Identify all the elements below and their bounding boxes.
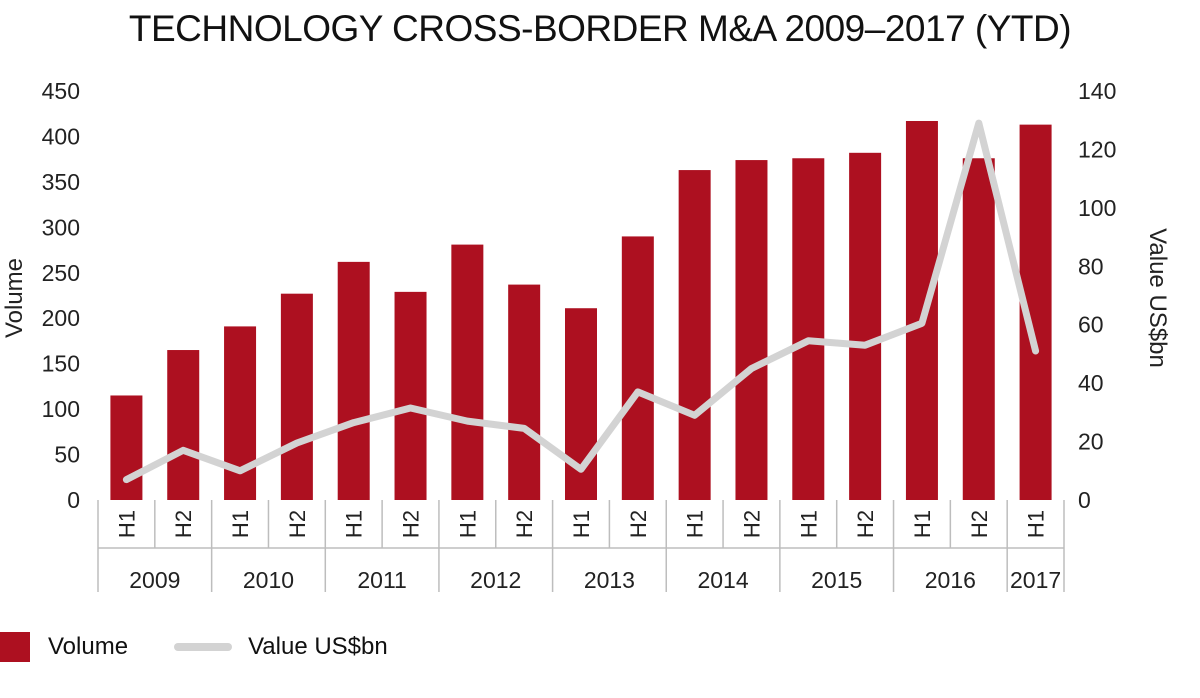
x-tick-label: H2 xyxy=(171,510,196,538)
bar-volume xyxy=(451,244,484,500)
x-year-label: 2013 xyxy=(584,567,635,593)
y2-tick-label: 100 xyxy=(1078,195,1116,221)
x-tick-label: H2 xyxy=(512,510,537,538)
x-year-label: 2016 xyxy=(925,567,976,593)
y2-tick-label: 140 xyxy=(1078,78,1116,104)
legend-swatch-volume xyxy=(0,632,30,662)
line-value xyxy=(122,119,1040,484)
x-year-label: 2014 xyxy=(697,567,748,593)
legend-label-volume: Volume xyxy=(48,633,129,660)
x-year-label: 2011 xyxy=(357,567,406,593)
y-tick-label: 450 xyxy=(42,78,80,104)
y-axis-left-ticks: 0 50 100 150 200 250 300 350 400 450 xyxy=(42,78,80,513)
bar-volume xyxy=(167,350,200,500)
y2-tick-label: 0 xyxy=(1078,487,1091,513)
chart-title: TECHNOLOGY CROSS-BORDER M&A 2009–2017 (Y… xyxy=(128,8,1072,49)
y-axis-right-ticks: 0 20 40 60 80 100 120 140 xyxy=(1078,78,1116,513)
legend: Volume Value US$bn xyxy=(0,628,388,666)
bar-volume xyxy=(394,291,427,500)
x-year-label: 2010 xyxy=(243,567,294,593)
bar-volume xyxy=(678,170,711,500)
legend-item-volume: Volume xyxy=(0,632,128,662)
y-tick-label: 250 xyxy=(42,260,80,286)
y-tick-label: 50 xyxy=(54,442,80,468)
x-year-label: 2015 xyxy=(811,567,862,593)
x-year-label: 2009 xyxy=(129,567,180,593)
bar-volume xyxy=(337,261,370,500)
y2-tick-label: 60 xyxy=(1078,312,1104,338)
y-tick-label: 300 xyxy=(42,214,80,240)
line-series-value xyxy=(122,119,1040,484)
x-tick-label: H1 xyxy=(569,510,594,538)
bar-volume xyxy=(962,158,995,500)
y2-tick-label: 40 xyxy=(1078,370,1104,396)
chart-plot: 0 50 100 150 200 250 300 350 400 450 0 20 40 60 80 100… xyxy=(1,78,1171,593)
x-tick-label: H2 xyxy=(626,510,651,538)
bar-volume xyxy=(110,395,143,500)
y-tick-label: 0 xyxy=(67,487,80,513)
x-tick-label: H2 xyxy=(967,510,992,538)
y-tick-label: 200 xyxy=(42,305,80,331)
x-tick-label: H1 xyxy=(683,510,708,538)
bar-volume xyxy=(280,293,313,500)
legend-item-value: Value US$bn xyxy=(174,633,388,661)
y-tick-label: 100 xyxy=(42,396,80,422)
y2-tick-label: 120 xyxy=(1078,136,1116,162)
bar-volume xyxy=(792,158,825,500)
x-tick-label: H1 xyxy=(228,510,253,538)
y-axis-left-label: Volume xyxy=(1,258,28,338)
x-tick-label: H1 xyxy=(1024,510,1049,538)
bar-volume xyxy=(621,236,654,500)
x-tick-label: H2 xyxy=(853,510,878,538)
x-tick-label: H1 xyxy=(114,510,139,538)
x-year-label: 2017 xyxy=(1010,567,1061,593)
y2-tick-label: 20 xyxy=(1078,429,1104,455)
x-tick-label: H1 xyxy=(455,510,480,538)
y-tick-label: 350 xyxy=(42,169,80,195)
x-year-label: 2012 xyxy=(470,567,521,593)
x-tick-label: H1 xyxy=(796,510,821,538)
x-axis-half-labels: H1 H2 H1 H2 H1 H2 H1 H2 H1 H2 H1 H2 H1 H2 H1 H2 H1 xyxy=(114,510,1048,538)
y2-tick-label: 80 xyxy=(1078,253,1104,279)
y-axis-right-label: Value US$bn xyxy=(1144,228,1171,368)
legend-swatch-value xyxy=(174,643,233,651)
x-tick-label: H2 xyxy=(739,510,764,538)
x-tick-label: H2 xyxy=(399,510,424,538)
y-tick-label: 150 xyxy=(42,351,80,377)
bar-volume xyxy=(508,284,541,500)
x-axis-year-labels: 2009 2010 2011 2012 2013 2014 2015 2016 2017 xyxy=(129,567,1061,593)
legend-label-value: Value US$bn xyxy=(248,633,388,660)
bars-volume xyxy=(110,120,1052,500)
axis-lines xyxy=(97,500,1065,592)
bar-volume xyxy=(849,152,882,500)
x-tick-label: H1 xyxy=(342,510,367,538)
bar-volume xyxy=(735,160,768,500)
x-tick-label: H2 xyxy=(285,510,310,538)
x-tick-label: H1 xyxy=(910,510,935,538)
y-tick-label: 400 xyxy=(42,123,80,149)
